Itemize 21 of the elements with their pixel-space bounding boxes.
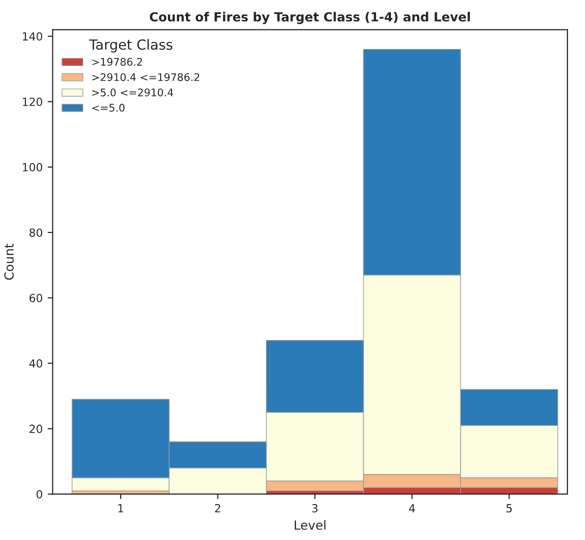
legend-label: >19786.2 [92, 58, 142, 66]
x-tick-label: 5 [506, 504, 512, 512]
y-axis-title: Count [4, 244, 14, 280]
y-tick-label: 140 [22, 32, 42, 41]
x-tick-label: 4 [409, 504, 415, 512]
y-tick-label: 0 [36, 490, 42, 498]
y-tick-label: 80 [30, 228, 42, 237]
x-axis-title: Level [294, 520, 326, 530]
y-tick-label: 60 [30, 294, 42, 302]
y-tick-label: 120 [22, 98, 42, 106]
x-tick-label: 2 [215, 504, 220, 512]
legend-label: >5.0 <=2910.4 [92, 88, 174, 96]
y-tick-label: 40 [29, 359, 42, 368]
y-tick-label: 20 [30, 424, 42, 434]
chart-title: Count of Fires by Target Class (1-4) and Level [150, 12, 470, 24]
legend-title: Target Class [89, 39, 172, 53]
x-tick-label: 1 [118, 504, 124, 512]
x-tick-label: 3 [312, 504, 318, 512]
y-tick-label: 100 [22, 163, 42, 172]
legend-label: >2910.4 <=19786.2 [92, 73, 200, 82]
legend-label: <=5.0 [92, 104, 125, 112]
